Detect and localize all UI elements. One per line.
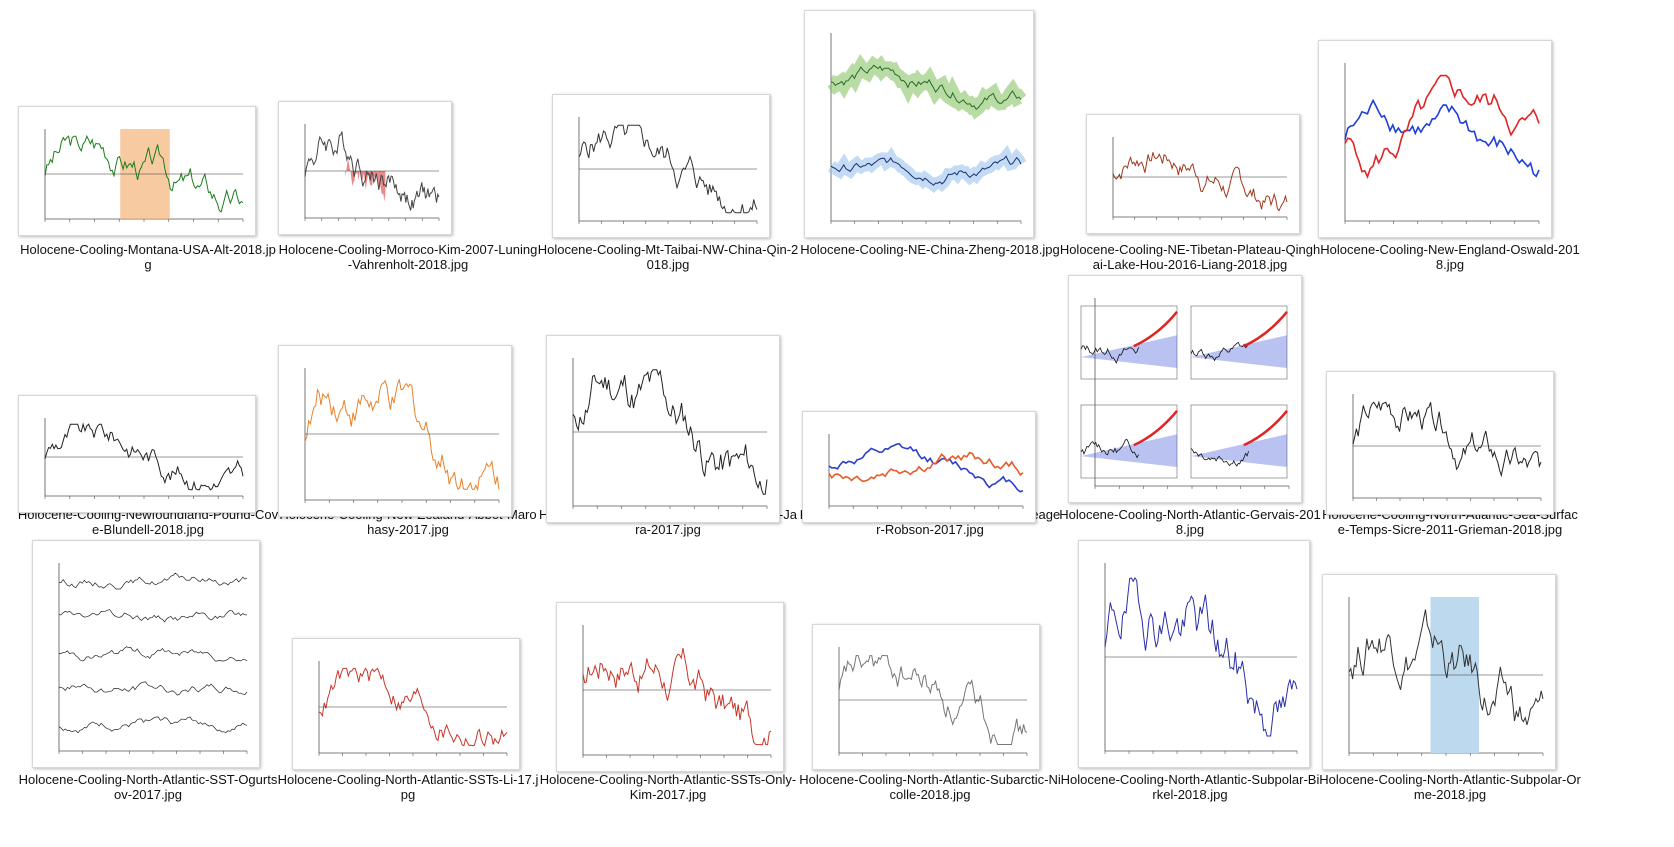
file-name-label[interactable]: Holocene-Cooling-NE-China-Zheng-2018.jpg [800, 242, 1060, 257]
thumbnail-area [1052, 10, 1328, 240]
file-item[interactable]: Holocene-Cooling-Mt-Taibai-NW-China-Qin-… [530, 10, 806, 272]
file-item[interactable]: Holocene-Cooling-North-Atlantic-SSTs-Onl… [530, 540, 806, 802]
thumbnail-area [1312, 10, 1588, 240]
file-thumbnail[interactable] [1086, 114, 1300, 234]
chart-preview-image [1104, 563, 1298, 754]
file-thumbnail[interactable] [1068, 275, 1302, 503]
file-item[interactable]: Holocene-Cooling-North-Atlantic-Gervais-… [1052, 275, 1328, 537]
file-thumbnail[interactable] [278, 101, 452, 235]
chart-preview-image [582, 625, 772, 758]
chart-preview-image [1344, 63, 1540, 224]
file-item[interactable]: Holocene-Cooling-North-Atlantic-Subpolar… [1312, 540, 1588, 802]
file-name-label[interactable]: Holocene-Cooling-North-Atlantic-SSTs-Onl… [539, 772, 797, 802]
chart-preview-image [827, 33, 1027, 224]
file-item[interactable]: Holocene-Cooling-New-Zealand-Abbot-Maroh… [270, 275, 546, 537]
thumbnail-area [10, 275, 286, 513]
file-name-label[interactable]: Holocene-Cooling-North-Atlantic-Subarcti… [799, 772, 1061, 802]
file-thumbnail[interactable] [18, 106, 256, 236]
thumbnail-area [270, 540, 546, 770]
thumbnail-area [270, 10, 546, 240]
file-item[interactable]: Holocene-Cooling-New-England-Oswald-2018… [1312, 10, 1588, 272]
thumbnail-area [1052, 275, 1328, 505]
thumbnail-area [1312, 275, 1588, 515]
file-name-label[interactable]: Holocene-Cooling-North-Atlantic-Subpolar… [1319, 772, 1581, 802]
file-name-label[interactable]: Holocene-Cooling-New-England-Oswald-2018… [1320, 242, 1580, 272]
thumbnail-area [530, 275, 806, 523]
file-thumbnail[interactable] [556, 602, 784, 772]
file-item[interactable]: Holocene-Cooling-Morroco-Kim-2007-Luning… [270, 10, 546, 272]
chart-preview-image [304, 368, 500, 503]
chart-preview-image [318, 661, 508, 756]
chart-preview-image [1112, 137, 1288, 220]
chart-preview-image [1352, 394, 1542, 501]
thumbnail-area [530, 540, 806, 772]
file-thumbnail[interactable] [812, 624, 1040, 770]
chart-preview-image [572, 358, 768, 509]
file-name-label[interactable]: Holocene-Cooling-North-Atlantic-Subpolar… [1060, 772, 1320, 802]
thumbnail-area [792, 10, 1068, 240]
file-thumbnail[interactable] [1326, 371, 1554, 515]
file-item[interactable]: Holocene-Cooling-Newfoundland-Pound-Cove… [10, 275, 286, 537]
file-item[interactable]: Holocene-Cooling-North-Atlantic-Subpolar… [1052, 540, 1328, 802]
thumbnail-area [270, 275, 546, 517]
file-item[interactable]: Holocene-Cooling-North-Atlantic-SST-Ogur… [10, 540, 286, 802]
chart-preview-image [838, 647, 1028, 756]
file-name-label[interactable]: Holocene-Cooling-Montana-USA-Alt-2018.jp… [20, 242, 276, 272]
file-thumbnail[interactable] [546, 335, 780, 523]
thumbnail-area [792, 540, 1068, 770]
thumbnail-area [1052, 540, 1328, 770]
chart-preview-image [304, 124, 440, 221]
file-name-label[interactable]: Holocene-Cooling-North-Atlantic-SSTs-Li-… [277, 772, 539, 802]
file-thumbnail[interactable] [292, 638, 520, 770]
file-name-label[interactable]: Holocene-Cooling-NE-Tibetan-Plateau-Qing… [1059, 242, 1321, 272]
file-item[interactable]: Holocene-Cooling-North-Atlantic-Subarcti… [792, 540, 1068, 802]
file-thumbnail[interactable] [804, 10, 1034, 238]
file-item[interactable]: Holocene-Cooling-New-Zealand-Northern-Ja… [530, 275, 806, 537]
file-thumbnail[interactable] [802, 411, 1036, 523]
file-thumbnail[interactable] [32, 540, 260, 768]
file-item[interactable]: Holocene-Cooling-NE-China-Zheng-2018.jpg [792, 10, 1068, 257]
chart-preview-image [1348, 597, 1544, 756]
thumbnail-area [530, 10, 806, 240]
file-name-label[interactable]: Holocene-Cooling-North-Atlantic-Gervais-… [1059, 507, 1321, 537]
file-item[interactable]: Holocene-Cooling-NE-Tibetan-Plateau-Qing… [1052, 10, 1328, 272]
thumbnail-axes [1344, 63, 1539, 222]
chart-preview-image [58, 563, 248, 754]
file-name-label[interactable]: Holocene-Cooling-Morroco-Kim-2007-Luning… [278, 242, 538, 272]
file-thumbnail[interactable] [552, 94, 770, 238]
thumbnail-area [10, 10, 286, 240]
chart-preview-image [44, 129, 244, 222]
chart-preview-image [1080, 298, 1290, 489]
file-item[interactable]: Holocene-Cooling-Montana-USA-Alt-2018.jp… [10, 10, 286, 272]
file-name-label[interactable]: Holocene-Cooling-North-Atlantic-SST-Ogur… [18, 772, 278, 802]
file-item[interactable]: Holocene-Cooling-North-Atlantic-1950-Yea… [792, 275, 1068, 537]
file-item[interactable]: Holocene-Cooling-North-Atlantic-Sea-Surf… [1312, 275, 1588, 537]
file-thumbnail[interactable] [18, 395, 256, 513]
thumbnail-area [792, 275, 1068, 523]
file-thumbnail[interactable] [1078, 540, 1310, 768]
thumbnail-area [1312, 540, 1588, 770]
chart-preview-image [578, 117, 758, 224]
file-name-label[interactable]: Holocene-Cooling-Mt-Taibai-NW-China-Qin-… [537, 242, 799, 272]
file-thumbnail[interactable] [278, 345, 512, 517]
thumbnail-area [10, 540, 286, 770]
chart-preview-image [828, 434, 1024, 509]
chart-preview-image [44, 418, 244, 499]
file-thumbnail[interactable] [1322, 574, 1556, 770]
file-item[interactable]: Holocene-Cooling-North-Atlantic-SSTs-Li-… [270, 540, 546, 802]
file-thumbnail[interactable] [1318, 40, 1552, 238]
